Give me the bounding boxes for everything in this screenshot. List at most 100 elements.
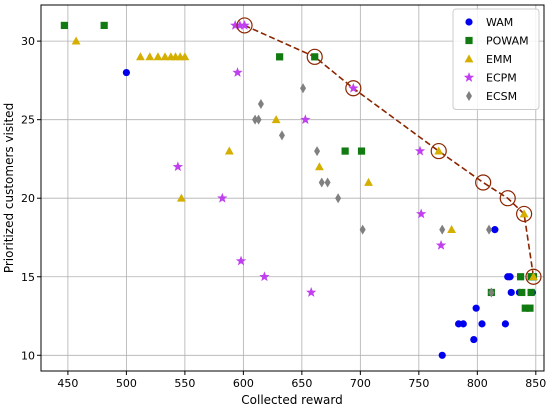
ecpm-point [235,255,247,266]
wam-point [507,288,515,297]
emm-point [529,272,538,281]
ecpm-point [239,20,250,30]
y-tick-label: 30 [21,35,35,48]
x-axis-label: Collected reward [241,393,342,407]
wam-point [122,68,130,77]
powam-legend-label: POWAM [486,35,529,48]
ecpm-legend-label: ECPM [486,72,517,85]
x-tick-label: 650 [291,377,312,390]
emm-point [315,162,324,171]
emm-legend-label: EMM [486,53,512,66]
y-tick-label: 20 [21,192,35,205]
emm-point [447,225,456,234]
ecsm-point [324,177,331,188]
ecsm-point [488,287,495,298]
pareto-front-circle [430,142,447,160]
emm-point [271,115,281,124]
powam-point [276,53,284,61]
data-points-layer [60,20,538,359]
x-tick-label: 750 [408,377,429,390]
ecpm-legend-marker [463,72,475,82]
ecsm-point [255,114,262,125]
ecsm-point [439,224,446,235]
y-tick-label: 15 [21,271,35,284]
powam-point [518,288,526,297]
ecpm-point [232,67,243,77]
ecsm-point [335,193,342,204]
emm-point [176,193,186,202]
emm-point [364,177,373,186]
pareto-front-circle [345,80,362,97]
powam-point [521,304,529,312]
pareto-front-circle [236,17,253,34]
ecsm-point [278,130,285,141]
x-tick-label: 850 [525,377,546,390]
emm-point [145,52,155,61]
ticks-layer: 450 500 550 600 650 700 750 800 850 10 15 20 25 30 [21,35,546,390]
emm-point [136,52,145,61]
legend: WAM POWAM EMM ECPM ECSM [452,8,540,110]
ecsm-point [252,114,259,125]
plot-frame [40,4,545,372]
emm-legend-marker [464,54,474,63]
ecsm-point [257,98,264,109]
powam-legend-marker [465,36,473,45]
powam-point [311,53,319,61]
emm-point [224,146,234,155]
pareto-front-circle [525,268,542,285]
ecpm-point [234,20,245,30]
pareto-front-circle [499,190,516,207]
ecpm-point [300,114,311,125]
wam-point [478,320,486,328]
ecpm-point [259,271,270,282]
ecsm-legend-marker [466,91,472,101]
y-tick-label: 10 [21,349,35,362]
pareto-front-layer [244,24,535,277]
emm-point [153,52,163,61]
wam-point [438,351,446,359]
powam-point [341,147,349,155]
emm-point [519,209,529,218]
ecsm-point [300,83,307,94]
powam-point [60,21,68,30]
ecpm-point [306,287,317,297]
powam-point [526,304,534,312]
pareto-front-circle [516,205,533,223]
ecsm-point [314,146,321,157]
x-tick-label: 500 [116,377,137,390]
ecsm-point [318,177,325,188]
wam-legend-marker [465,18,473,26]
wam-point [472,304,480,312]
ecpm-point [435,239,447,250]
ecsm-point [359,224,366,235]
ecpm-point [414,145,426,156]
ecpm-point [416,208,427,219]
y-tick-label: 25 [21,114,35,127]
x-tick-label: 600 [233,377,254,390]
ecpm-point [217,192,228,203]
wam-point [459,320,467,328]
x-tick-label: 550 [174,377,195,390]
y-axis-label: Prioritized customers visited [2,103,16,273]
x-tick-label: 450 [57,377,78,390]
pareto-front-line [244,24,535,277]
emm-point [160,52,170,61]
emm-point [180,52,190,61]
pareto-front-circle [306,48,323,65]
wam-point [506,273,514,281]
ecsm-point [486,224,493,235]
wam-point [491,226,499,234]
powam-point [357,147,366,155]
emm-point [71,36,81,45]
ecpm-point [172,161,183,172]
x-tick-label: 700 [350,377,371,390]
pareto-front-circle [475,174,492,191]
powam-point [517,273,525,281]
x-tick-label: 800 [467,377,488,390]
ecpm-point [230,20,241,30]
ecsm-legend-label: ECSM [486,90,517,103]
ecpm-point [348,82,359,93]
wam-legend-label: WAM [486,16,513,29]
powam-point [100,21,108,30]
